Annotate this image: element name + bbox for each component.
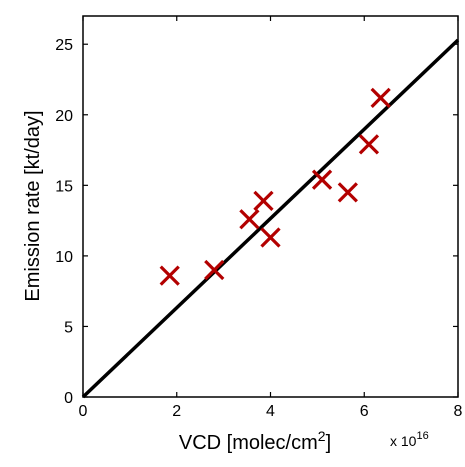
x-tick-label: 0 [79, 403, 88, 420]
data-point-stroke [370, 87, 391, 108]
data-point-stroke [358, 134, 380, 155]
data-point-stroke [311, 169, 333, 190]
x-tick-label: 4 [266, 403, 275, 420]
data-point [311, 169, 333, 190]
data-point [260, 227, 281, 248]
y-tick-label: 0 [64, 390, 73, 407]
data-point-stroke [159, 265, 180, 286]
y-tick-label: 5 [64, 319, 73, 336]
x-axis-multiplier-exp: 16 [416, 430, 428, 442]
data-point [204, 259, 225, 281]
data-point [337, 182, 358, 203]
y-axis-label: Emission rate [kt/day] [22, 110, 44, 301]
x-axis-label-main: VCD [molec/cm [179, 432, 318, 454]
data-point [159, 265, 180, 286]
x-tick-label: 2 [172, 403, 181, 420]
x-axis-multiplier: x 1016 [390, 430, 429, 449]
x-axis-label-close: ] [326, 432, 332, 454]
data-point [239, 209, 260, 230]
data-point-stroke [260, 227, 281, 248]
chart-marks [81, 38, 460, 399]
x-axis-multiplier-base: x 10 [390, 433, 417, 449]
data-point-stroke [253, 190, 274, 211]
y-tick-label: 20 [55, 108, 73, 125]
x-axis-label-sup: 2 [318, 428, 326, 444]
x-tick-label: 8 [454, 403, 463, 420]
data-point [370, 87, 391, 108]
y-tick-label: 15 [55, 178, 73, 195]
data-point-stroke [239, 209, 260, 230]
x-tick-label: 6 [360, 403, 369, 420]
data-point-stroke [337, 182, 358, 203]
x-axis-label: VCD [molec/cm2] [179, 428, 331, 454]
fit-line [81, 38, 460, 399]
data-point [358, 134, 380, 155]
data-point-stroke [204, 259, 225, 281]
y-tick-label: 10 [55, 249, 73, 266]
data-point [253, 190, 274, 211]
y-tick-label: 25 [55, 37, 73, 54]
axis-ticks: 0 2 4 6 8 0 5 10 15 20 25 [55, 16, 463, 420]
